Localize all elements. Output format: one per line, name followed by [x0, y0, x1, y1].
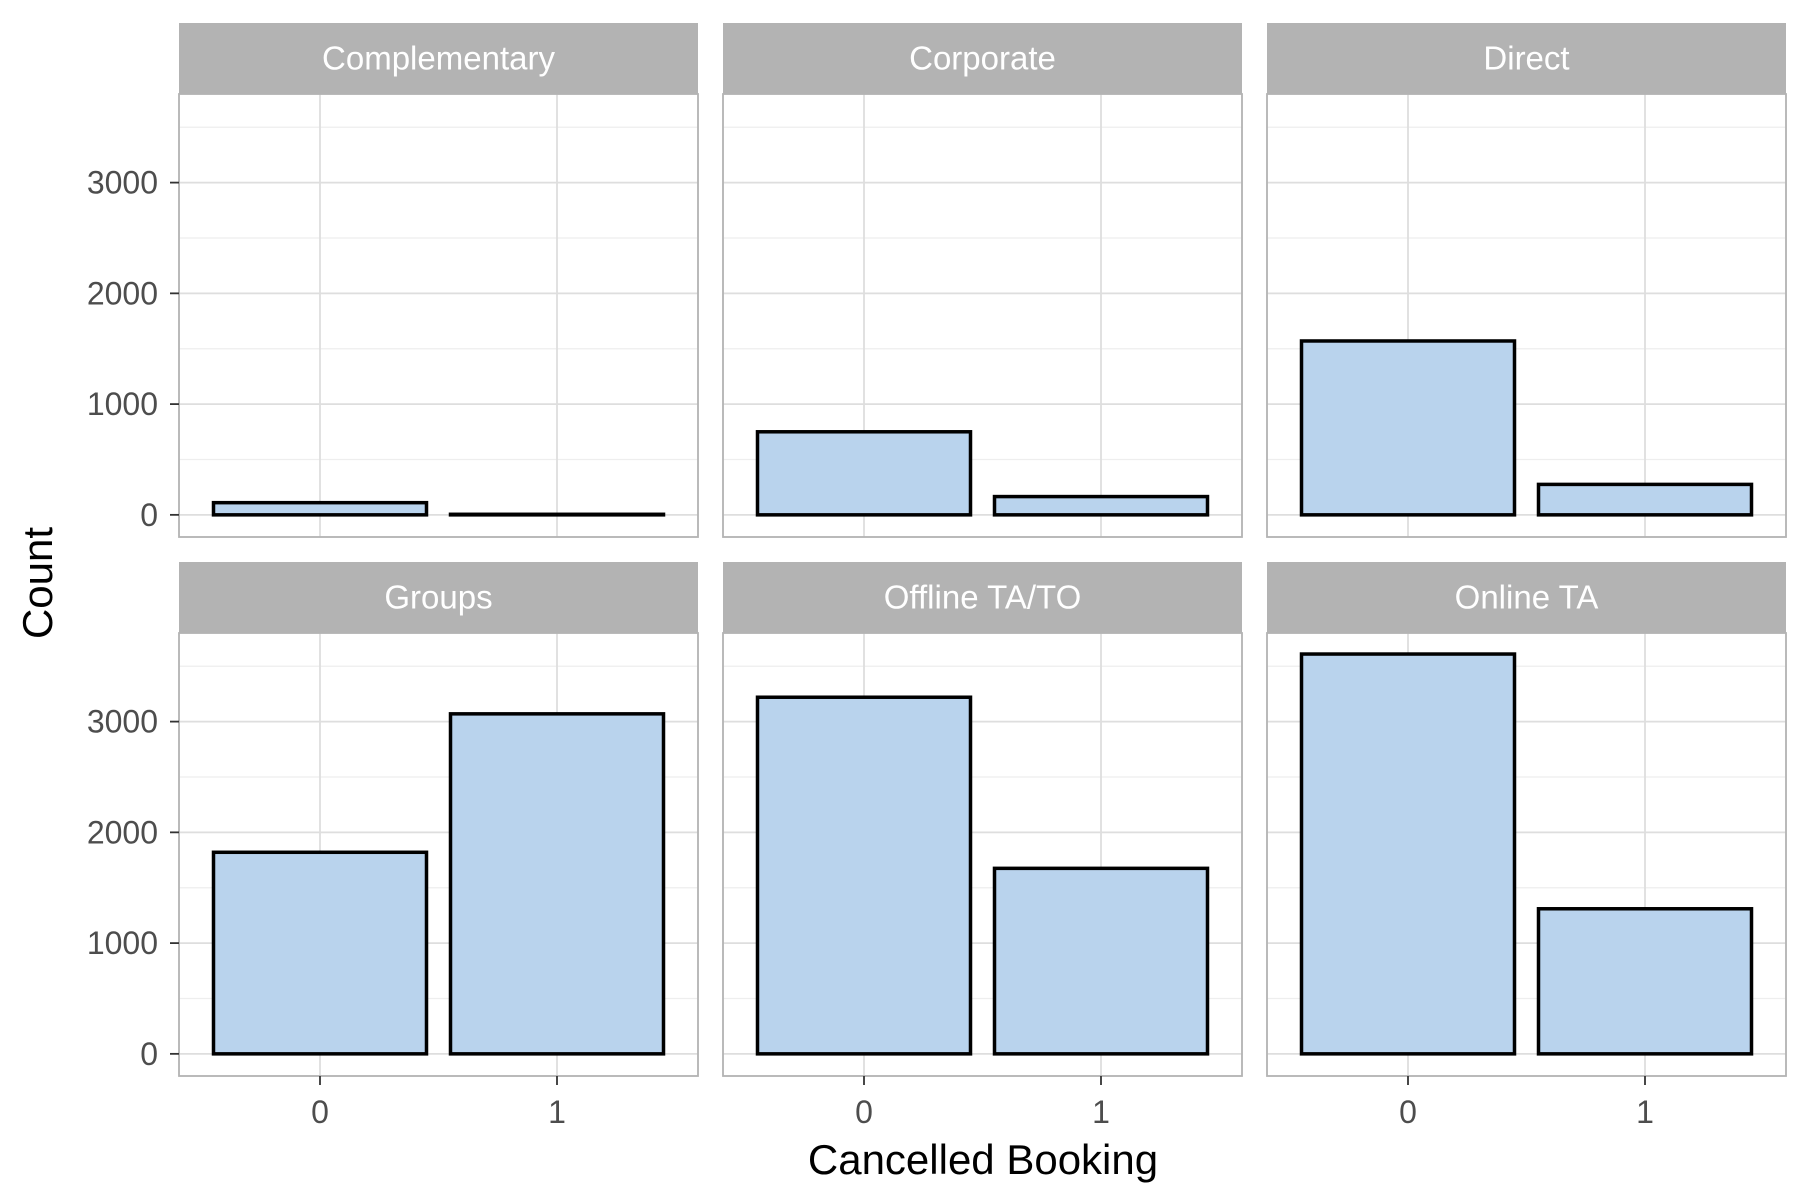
bar-1	[1536, 482, 1754, 517]
bar-0	[1299, 339, 1517, 517]
bar-1	[992, 866, 1210, 1056]
y-tick-label: 1000	[87, 386, 158, 422]
panel-offline-ta-to: Offline TA/TO 0 1	[722, 562, 1243, 1130]
y-tick-label: 2000	[87, 275, 158, 311]
panel-background	[179, 94, 698, 537]
strip-label: Direct	[1483, 40, 1569, 77]
x-tick-label: 1	[1636, 1094, 1654, 1130]
y-axis-title: Count	[14, 527, 61, 639]
bar-0	[211, 500, 429, 517]
bar-0	[755, 695, 973, 1056]
y-tick-label: 0	[140, 497, 158, 533]
x-tick-label: 0	[1399, 1094, 1417, 1130]
strip-label: Online TA	[1455, 579, 1599, 616]
strip-label: Groups	[384, 579, 492, 616]
x-tick-label: 1	[1092, 1094, 1110, 1130]
strip-background	[179, 23, 698, 94]
x-tick-label: 0	[855, 1094, 873, 1130]
panel-online-ta: Online TA 0 1	[1266, 562, 1787, 1130]
strip-background	[1267, 562, 1786, 633]
panel-groups: Groups 0 1000 2000 3000 0 1	[87, 562, 699, 1130]
y-tick-label: 3000	[87, 704, 158, 740]
bar-0	[211, 850, 429, 1056]
strip-label: Complementary	[322, 40, 555, 77]
strip-label: Offline TA/TO	[884, 579, 1081, 616]
y-tick-label: 2000	[87, 814, 158, 850]
panel-direct: Direct	[1266, 23, 1787, 538]
bar-1	[448, 512, 666, 517]
panel-complementary: Complementary 0 1000 2000 3000	[87, 23, 699, 538]
strip-background	[179, 562, 698, 633]
bar-1	[448, 712, 666, 1056]
strip-label: Corporate	[909, 40, 1056, 77]
bar-1	[992, 494, 1210, 517]
strip-background	[723, 562, 1242, 633]
bar-1	[1536, 907, 1754, 1056]
x-tick-label: 1	[548, 1094, 566, 1130]
panel-corporate: Corporate	[722, 23, 1243, 538]
x-axis-title: Cancelled Booking	[808, 1136, 1158, 1183]
bar-0	[755, 430, 973, 517]
bar-0	[1299, 652, 1517, 1056]
strip-background	[723, 23, 1242, 94]
y-tick-label: 0	[140, 1036, 158, 1072]
strip-background	[1267, 23, 1786, 94]
x-tick-label: 0	[311, 1094, 329, 1130]
y-tick-label: 1000	[87, 925, 158, 961]
y-tick-label: 3000	[87, 165, 158, 201]
